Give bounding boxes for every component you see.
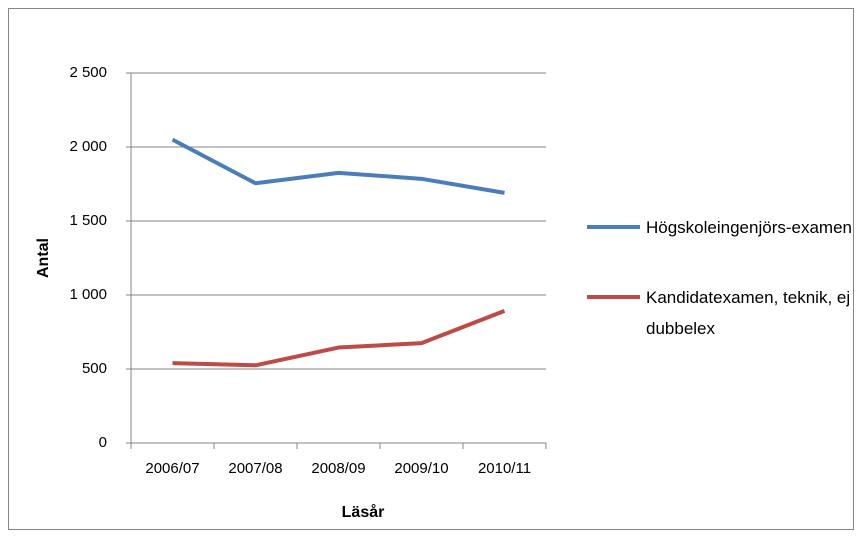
y-tick-label: 2 500 <box>69 64 107 81</box>
legend-label: Kandidatexamen, teknik, ej dubbelex <box>646 288 851 338</box>
y-tick-label: 500 <box>82 360 107 377</box>
y-tick-label: 2 000 <box>69 138 107 155</box>
x-tick-label: 2006/07 <box>145 460 199 477</box>
series-line <box>172 308 506 368</box>
y-axis-title: Antal <box>35 238 52 278</box>
x-tick-label: 2007/08 <box>228 460 282 477</box>
x-axis-title: Läsår <box>342 503 385 521</box>
series-line <box>171 137 505 195</box>
chart-border <box>8 8 854 530</box>
y-tick-label: 1 000 <box>69 286 107 303</box>
legend-label: Högskoleingenjörs-examen <box>646 218 853 237</box>
x-tick-label: 2010/11 <box>478 460 531 477</box>
x-tick-label: 2009/10 <box>394 460 448 477</box>
y-tick-label: 0 <box>99 434 107 451</box>
y-tick-label: 1 500 <box>69 212 107 229</box>
x-tick-label: 2008/09 <box>311 460 365 477</box>
